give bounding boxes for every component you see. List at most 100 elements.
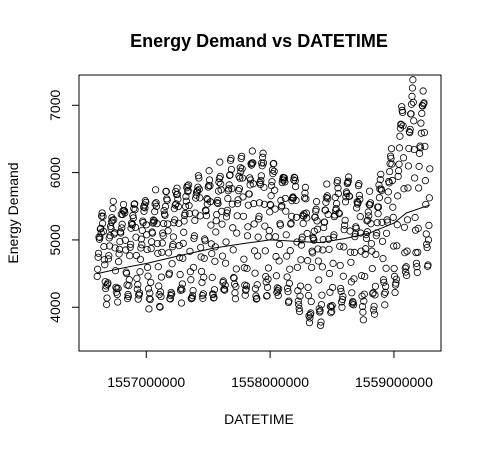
scatter-point [263,291,271,300]
scatter-point [218,220,226,228]
trend-line [97,204,431,275]
scatter-point [158,248,166,256]
scatter-point [238,174,247,182]
scatter-point [239,212,248,220]
scatter-point [209,294,218,302]
scatter-point [138,226,146,234]
scatter-point [264,264,273,272]
scatter-point [318,263,326,271]
scatter-point [110,216,118,224]
scatter-point [399,108,407,117]
scatter-point [240,264,248,272]
scatter-point [361,272,369,281]
scatter-point [132,233,140,241]
scatter-point [366,187,374,195]
scatter-point [318,291,326,299]
scatter-point [127,240,135,248]
scatter-point [118,220,126,228]
scatter-point [394,192,402,200]
scatter-point [425,221,433,229]
scatter-point [265,233,273,241]
scatter-point [278,202,286,210]
scatter-point [411,174,419,182]
scatter-point [167,291,175,300]
scatter-point [103,294,111,302]
scatter-point [268,178,276,186]
scatter-point [157,292,165,301]
scatter-point [189,286,197,295]
scatter-point [395,160,403,168]
scatter-point [156,303,164,311]
scatter-point [296,282,305,290]
scatter-point [213,199,221,207]
scatter-point [259,153,267,161]
scatter-point [176,253,184,262]
scatter-point [156,302,164,311]
scatter-point [141,204,149,212]
scatter-point [173,190,182,198]
scatter-point [115,258,123,266]
scatter-points [93,76,434,330]
scatter-point [257,176,265,185]
scatter-point [205,176,214,184]
scatter-point [153,239,161,248]
scatter-point [315,276,323,284]
scatter-point [104,255,112,263]
scatter-point [180,228,188,236]
scatter-point [409,76,417,84]
scatter-point [336,242,344,250]
scatter-point [381,301,389,309]
scatter-point [392,279,400,287]
scatter-point [425,194,433,202]
scatter-point [257,172,265,180]
scatter-point [195,174,203,182]
scatter-point [344,177,352,185]
scatter-point [415,162,423,170]
scatter-point [118,224,126,232]
scatter-point [100,242,108,251]
scatter-point [123,269,131,278]
scatter-point [170,205,178,213]
scatter-point [407,110,415,118]
scatter-point [408,84,417,92]
scatter-point [339,272,347,280]
scatter-point [168,260,176,268]
scatter-point [327,303,335,311]
scatter-point [136,255,145,263]
scatter-point [327,309,335,317]
scatter-point [333,176,342,185]
scatter-point [419,87,427,95]
scatter-point [391,288,399,297]
scatter-point [280,174,289,182]
scatter-point [266,200,274,209]
scatter-point [156,288,165,296]
scatter-point [382,229,391,237]
scatter-point [106,242,114,250]
scatter-point [142,221,150,229]
scatter-point [152,199,160,207]
scatter-point [111,267,120,275]
scatter-point [229,246,237,254]
scatter-point [292,182,300,191]
scatter-point [116,238,124,246]
scatter-point [403,216,412,224]
y-tick-label: 4000 [47,291,63,322]
scatter-point [96,233,104,242]
scatter-point [423,243,431,252]
scatter-point [387,154,395,162]
scatter-point [233,212,241,220]
scatter-point [372,232,380,240]
scatter-point [259,149,267,157]
scatter-point [230,274,238,282]
scatter-point [281,194,289,203]
scatter-point [261,222,269,230]
scatter-point [370,302,378,310]
scatter-point [417,129,425,137]
scatter-point [348,289,356,297]
scatter-point [320,218,329,226]
scatter-point [364,208,372,216]
scatter-point [143,245,151,254]
scatter-point [283,284,292,292]
scatter-point [213,211,221,219]
scatter-point [275,257,283,265]
